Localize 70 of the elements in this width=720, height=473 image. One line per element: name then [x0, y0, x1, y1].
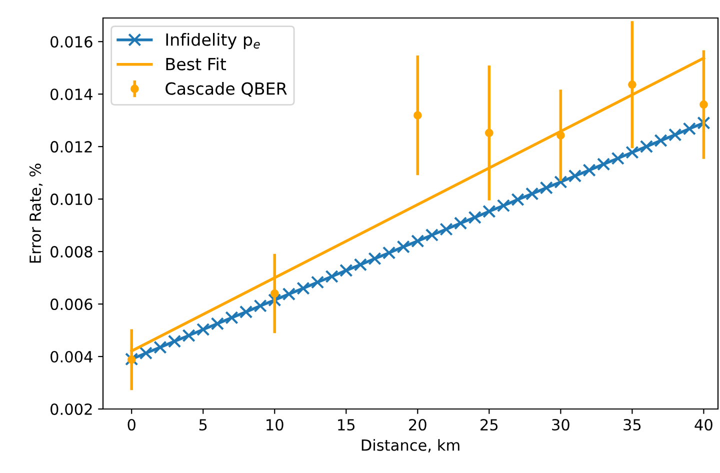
point — [411, 234, 424, 248]
point — [626, 146, 639, 159]
x-tick-label: 35 — [624, 418, 641, 431]
y-tick-label: 0.006 — [50, 298, 92, 310]
x-tick-label: 0 — [128, 418, 136, 431]
y-tick-label: 0.014 — [50, 88, 92, 100]
point — [168, 334, 182, 348]
point — [325, 270, 338, 284]
point — [182, 328, 196, 342]
point — [382, 246, 396, 260]
point — [525, 187, 539, 200]
point — [254, 299, 267, 312]
point — [668, 128, 682, 142]
legend-label: Infidelity p$_{e}$ — [166, 33, 260, 50]
y-axis-title: Error Rate, % — [29, 164, 43, 263]
x-axis-title: Distance, km — [362, 439, 460, 452]
y-tick-label: 0.002 — [50, 403, 92, 416]
point — [225, 311, 238, 324]
x-tick-label: 30 — [552, 418, 570, 431]
point — [127, 356, 136, 364]
point — [354, 258, 368, 272]
point — [611, 152, 624, 165]
point — [425, 228, 439, 242]
point — [268, 293, 282, 307]
y-tick-label: 0.004 — [50, 350, 92, 363]
x-tick-label: 15 — [338, 419, 355, 431]
point — [139, 346, 153, 360]
point — [568, 169, 582, 183]
point — [296, 282, 310, 295]
point — [468, 210, 482, 224]
point — [270, 289, 279, 298]
point — [540, 181, 553, 194]
point — [125, 352, 138, 366]
legend-label: Best Fit — [166, 58, 226, 70]
y-tick-label: 0.012 — [50, 141, 92, 153]
x-tick-label: 5 — [199, 419, 207, 431]
point — [700, 100, 708, 109]
point — [640, 140, 654, 154]
point — [628, 80, 636, 89]
point — [368, 252, 382, 266]
x-tick-label: 25 — [480, 418, 498, 431]
point — [484, 128, 494, 138]
point — [340, 264, 353, 278]
point — [554, 175, 568, 189]
point — [496, 199, 510, 212]
point — [511, 192, 524, 206]
point — [239, 305, 253, 319]
legend-label: Cascade QBER — [166, 82, 287, 97]
point — [697, 116, 710, 130]
point — [582, 164, 596, 177]
y-tick-label: 0.016 — [50, 36, 92, 48]
point — [654, 134, 668, 148]
x-tick-label: 40 — [694, 418, 712, 431]
x-tick-label: 20 — [409, 418, 426, 431]
point — [154, 340, 167, 354]
point — [682, 122, 696, 136]
point — [282, 287, 296, 301]
point — [454, 216, 468, 230]
point — [413, 111, 422, 120]
x-tick-label: 10 — [266, 418, 284, 431]
point — [196, 322, 210, 336]
y-tick-label: 0.008 — [50, 246, 92, 258]
point — [310, 276, 324, 289]
point — [596, 158, 610, 171]
point — [556, 131, 565, 140]
point — [396, 240, 410, 254]
y-tick-label: 0.010 — [50, 194, 92, 206]
point — [440, 222, 453, 236]
point — [210, 317, 224, 330]
point — [482, 204, 496, 218]
